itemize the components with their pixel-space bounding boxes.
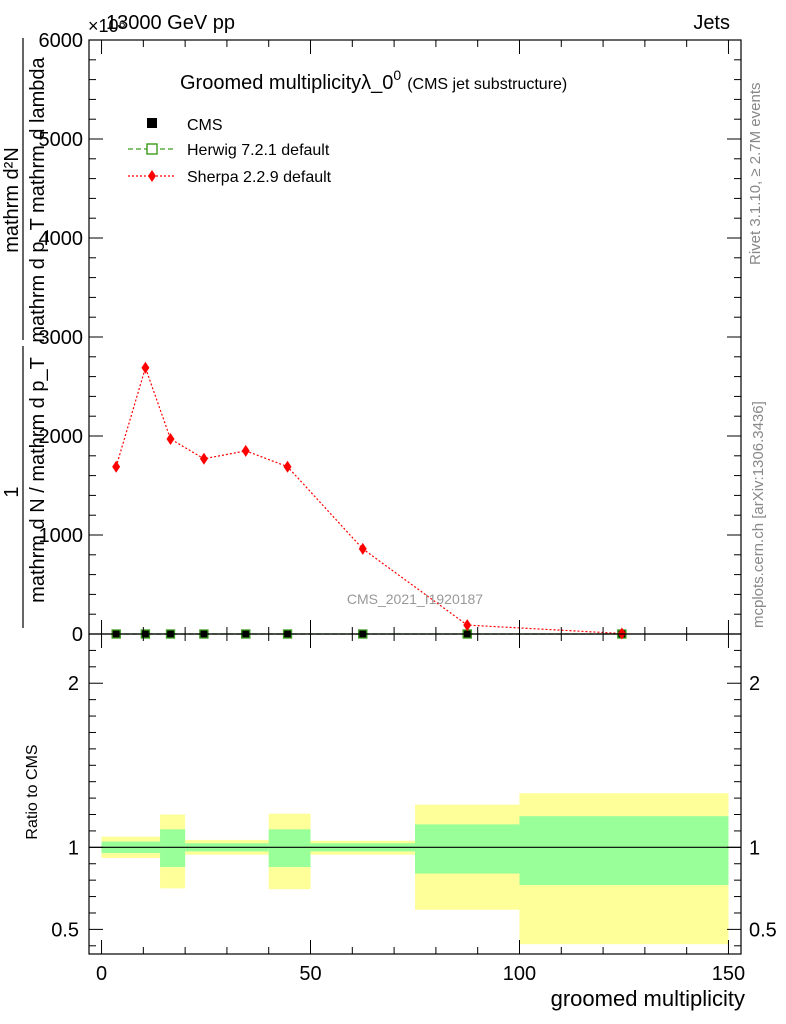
main-y-ticks: 0 1000 2000 3000 4000 5000 6000	[39, 30, 741, 646]
ratio-y-tick-label: 2	[68, 673, 79, 695]
legend-item-sherpa: Sherpa 2.2.9 default	[128, 169, 332, 186]
y-label-den: mathrm d p_T mathrm d lambda	[27, 56, 49, 342]
ratio-y-axis-label: Ratio to CMS	[24, 744, 41, 839]
main-y-tick-label: 3000	[39, 327, 84, 349]
rivet-version-label: Rivet 3.1.10, ≥ 2.7M events	[747, 83, 764, 266]
sherpa-point	[112, 460, 121, 473]
x-axis-label: groomed multiplicity	[551, 986, 745, 1011]
main-y-tick-label: 4000	[39, 228, 84, 250]
ratio-y-tick-label: 0.5	[51, 919, 79, 941]
sherpa-point	[199, 452, 208, 465]
legend-herwig-label: Herwig 7.2.1 default	[187, 142, 330, 159]
sherpa-point	[283, 460, 292, 473]
sherpa-point	[141, 361, 150, 374]
x-tick-label: 50	[299, 963, 321, 985]
sherpa-point	[241, 444, 250, 457]
x-tick-label: 0	[96, 963, 107, 985]
chart-subtitle: (CMS jet substructure)	[407, 76, 567, 93]
y-label-prefactor-num: 1	[1, 486, 23, 497]
sherpa-point	[166, 432, 175, 445]
mcplots-label: mcplots.cern.ch [arXiv:1306.3436]	[750, 401, 767, 628]
y-exponent-label: ×10⁶	[88, 16, 126, 36]
legend-cms-label: CMS	[187, 117, 223, 134]
ratio-y-ticks: 0.5 0.5 1 1 2 2	[51, 649, 777, 947]
x-tick-label: 150	[712, 963, 745, 985]
ratio-panel: 0.5 0.5 1 1 2 2 0 50 100 150 Ratio to CMS groome…	[24, 633, 777, 1011]
chart-title: Groomed multiplicityλ_00(CMS jet substru…	[180, 67, 567, 94]
watermark: CMS_2021_I1920187	[347, 591, 483, 607]
ratio-y-tick-label-right: 0.5	[749, 919, 777, 941]
legend-cms-marker	[147, 118, 157, 128]
legend-sherpa-label: Sherpa 2.2.9 default	[187, 169, 332, 186]
ratio-y-tick-label-right: 2	[749, 673, 760, 695]
x-tick-label: 100	[503, 963, 536, 985]
ratio-y-tick-label-right: 1	[749, 837, 760, 859]
ratio-plot-area	[89, 793, 741, 945]
ratio-band-inner-6	[519, 816, 729, 886]
main-y-tick-label: 2000	[39, 426, 84, 448]
ratio-band-inner-1	[160, 829, 186, 868]
sherpa-point	[358, 542, 367, 555]
y-label-prefactor-den: mathrm d N / mathrm d p_T	[27, 357, 49, 603]
sherpa-point	[463, 619, 472, 632]
main-x-ticks	[101, 40, 729, 634]
legend-item-herwig: Herwig 7.2.1 default	[128, 142, 330, 159]
ratio-x-ticks: 0 50 100 150	[96, 634, 745, 985]
chart-title-superscript: 0	[393, 67, 401, 83]
main-y-tick-label: 6000	[39, 30, 84, 52]
main-panel: 0 1000 2000 3000 4000 5000 6000 Groomed multip…	[1, 30, 742, 646]
ratio-band-inner-5	[415, 824, 520, 874]
legend-herwig-marker	[146, 143, 158, 155]
ratio-frame	[88, 633, 742, 955]
main-y-tick-label: 1000	[39, 525, 84, 547]
ratio-band-inner-3	[268, 829, 311, 868]
beam-label: 13000 GeV pp	[106, 12, 235, 34]
legend-item-cms: CMS	[147, 117, 223, 134]
main-y-tick-label: 5000	[39, 129, 84, 151]
main-y-tick-label: 0	[72, 624, 83, 646]
process-label: Jets	[693, 12, 730, 34]
legend: CMS Herwig 7.2.1 default Sherpa 2.2.9 de…	[128, 117, 332, 186]
main-y-axis-label: 1 mathrm d N / mathrm d p_T mathrm d²N m…	[1, 38, 49, 628]
legend-sherpa-marker	[148, 170, 156, 182]
ratio-y-tick-label: 1	[68, 837, 79, 859]
y-label-num: mathrm d²N	[1, 147, 23, 253]
